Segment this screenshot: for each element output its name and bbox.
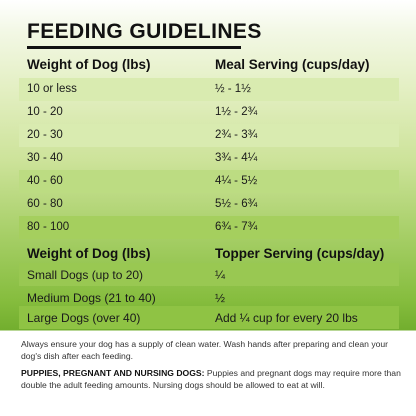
title-underline (27, 46, 241, 49)
serving-cell: 3¾ - 4¼ (215, 152, 258, 164)
weight-cell: Medium Dogs (21 to 40) (27, 291, 156, 305)
puppies-note-text: Puppies and pregnant dogs may require mo… (21, 368, 401, 390)
serving-cell: 5½ - 6¾ (215, 198, 258, 210)
puppies-note-label: PUPPIES, PREGNANT AND NURSING DOGS: (21, 368, 205, 378)
table-row: 10 - 20 1½ - 2¾ (19, 101, 399, 124)
puppies-note: PUPPIES, PREGNANT AND NURSING DOGS: Pupp… (21, 368, 401, 391)
table-row: 60 - 80 5½ - 6¾ (19, 193, 399, 216)
topper-serving-header: Topper Serving (cups/day) (215, 246, 385, 261)
serving-cell: ¼ (215, 268, 226, 282)
serving-cell: Add ¼ cup for every 20 lbs (215, 311, 358, 325)
topper-table-header: Weight of Dog (lbs) Topper Serving (cups… (27, 246, 399, 266)
table-row: 20 - 30 2¾ - 3¾ (19, 124, 399, 147)
weight-cell: Large Dogs (over 40) (27, 311, 141, 325)
meal-table-header: Weight of Dog (lbs) Meal Serving (cups/d… (27, 57, 399, 77)
water-note: Always ensure your dog has a supply of c… (21, 339, 389, 361)
topper-weight-header: Weight of Dog (lbs) (27, 246, 151, 261)
weight-cell: 20 - 30 (27, 129, 63, 141)
weight-cell: 40 - 60 (27, 175, 63, 187)
table-row: Small Dogs (up to 20) ¼ (19, 263, 399, 286)
serving-cell: 4¼ - 5½ (215, 175, 258, 187)
table-row: Medium Dogs (21 to 40) ½ (19, 286, 399, 309)
serving-cell: 1½ - 2¾ (215, 106, 258, 118)
table-row: 10 or less ½ - 1½ (19, 78, 399, 101)
weight-cell: 30 - 40 (27, 152, 63, 164)
weight-cell: 80 - 100 (27, 221, 70, 233)
table-row: 30 - 40 3¾ - 4¼ (19, 147, 399, 170)
serving-cell: 2¾ - 3¾ (215, 129, 258, 141)
weight-cell: 10 or less (27, 83, 77, 95)
weight-cell: 60 - 80 (27, 198, 63, 210)
page-title: FEEDING GUIDELINES (27, 20, 262, 43)
weight-cell: Small Dogs (up to 20) (27, 268, 144, 282)
weight-cell: 10 - 20 (27, 106, 63, 118)
table-row: 40 - 60 4¼ - 5½ (19, 170, 399, 193)
serving-cell: ½ - 1½ (215, 83, 251, 95)
meal-weight-header: Weight of Dog (lbs) (27, 57, 151, 72)
serving-cell: ½ (215, 291, 226, 305)
serving-cell: 6¾ - 7¾ (215, 221, 258, 233)
table-row: Large Dogs (over 40) Add ¼ cup for every… (19, 306, 399, 329)
footer-notes: Always ensure your dog has a supply of c… (21, 339, 401, 397)
meal-serving-header: Meal Serving (cups/day) (215, 57, 370, 72)
table-row: 80 - 100 6¾ - 7¾ (19, 216, 399, 239)
